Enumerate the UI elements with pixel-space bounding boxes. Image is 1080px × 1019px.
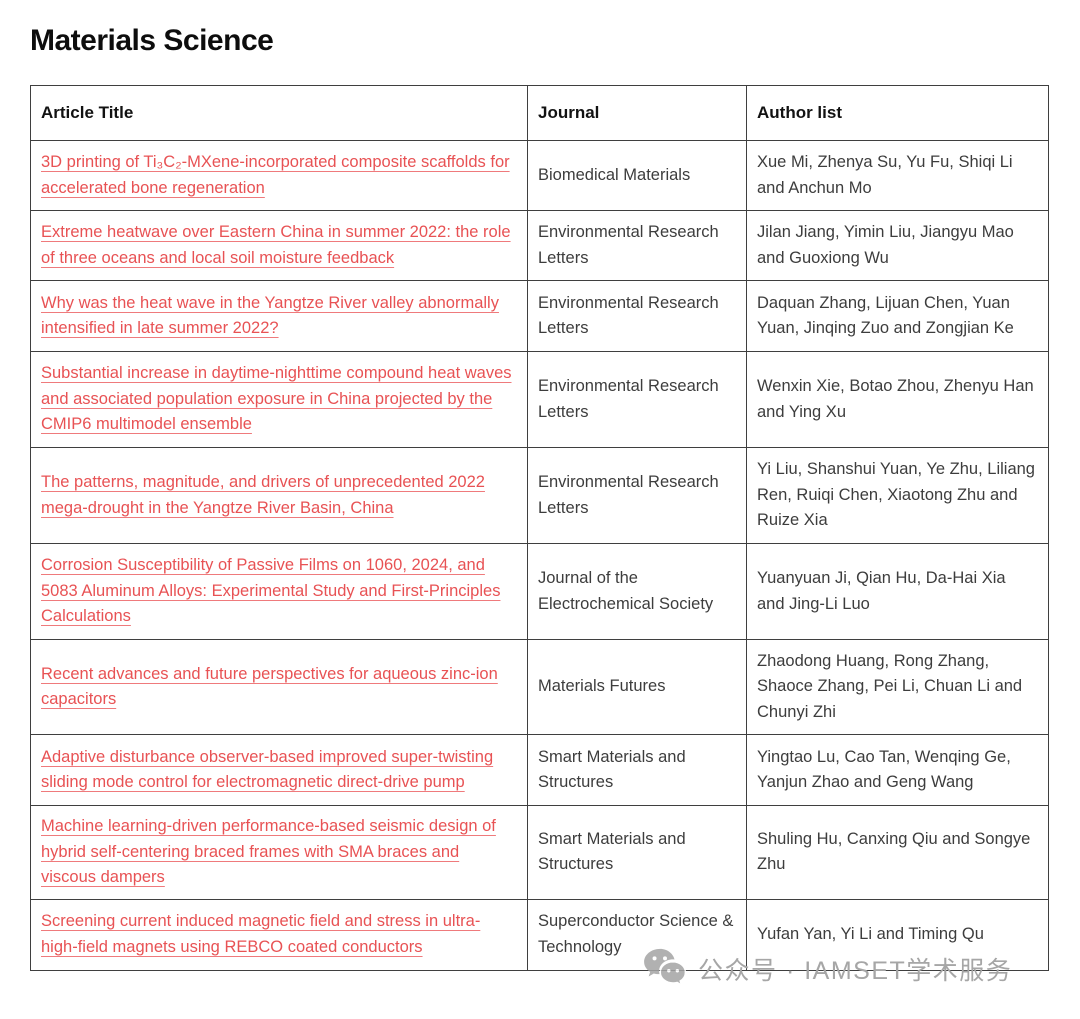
article-title-cell: Machine learning-driven performance-base… xyxy=(30,805,528,900)
article-title-cell: Corrosion Susceptibility of Passive Film… xyxy=(30,543,528,640)
table-row: 3D printing of Ti₃C₂-MXene-incorporated … xyxy=(30,140,1049,211)
journal-cell: Journal of the Electrochemical Society xyxy=(527,543,747,640)
authors-cell: Shuling Hu, Canxing Qiu and Songye Zhu xyxy=(746,805,1049,900)
article-link[interactable]: Screening current induced magnetic field… xyxy=(41,912,481,956)
authors-cell: Jilan Jiang, Yimin Liu, Jiangyu Mao and … xyxy=(746,210,1049,281)
table-row: The patterns, magnitude, and drivers of … xyxy=(30,447,1049,544)
journal-cell: Smart Materials and Structures xyxy=(527,805,747,900)
table-row: Adaptive disturbance observer-based impr… xyxy=(30,734,1049,806)
article-title-cell: Why was the heat wave in the Yangtze Riv… xyxy=(30,280,528,352)
article-title-cell: Extreme heatwave over Eastern China in s… xyxy=(30,210,528,281)
authors-cell: Yi Liu, Shanshui Yuan, Ye Zhu, Liliang R… xyxy=(746,447,1049,544)
article-link[interactable]: Corrosion Susceptibility of Passive Film… xyxy=(41,556,501,626)
authors-cell: Zhaodong Huang, Rong Zhang, Shaoce Zhang… xyxy=(746,639,1049,735)
table-row: Substantial increase in daytime-nighttim… xyxy=(30,351,1049,448)
authors-cell: Daquan Zhang, Lijuan Chen, Yuan Yuan, Ji… xyxy=(746,280,1049,352)
articles-table: Article Title Journal Author list 3D pri… xyxy=(30,85,1049,971)
authors-cell: Yingtao Lu, Cao Tan, Wenqing Ge, Yanjun … xyxy=(746,734,1049,806)
table-row: Screening current induced magnetic field… xyxy=(30,898,1049,971)
article-title-cell: The patterns, magnitude, and drivers of … xyxy=(30,447,528,544)
journal-cell: Environmental Research Letters xyxy=(527,447,747,544)
journal-cell: Biomedical Materials xyxy=(527,140,747,211)
journal-cell: Smart Materials and Structures xyxy=(527,734,747,806)
journal-cell: Superconductor Science & Technology xyxy=(527,898,747,971)
column-header-article-title: Article Title xyxy=(30,85,528,141)
article-title-cell: Substantial increase in daytime-nighttim… xyxy=(30,351,528,448)
table-header-row: Article Title Journal Author list xyxy=(30,85,1049,141)
authors-cell: Yufan Yan, Yi Li and Timing Qu xyxy=(746,898,1049,971)
article-link[interactable]: Extreme heatwave over Eastern China in s… xyxy=(41,223,511,267)
article-link[interactable]: Adaptive disturbance observer-based impr… xyxy=(41,747,494,792)
article-link[interactable]: The patterns, magnitude, and drivers of … xyxy=(41,473,485,517)
journal-cell: Environmental Research Letters xyxy=(527,351,747,448)
article-link[interactable]: Why was the heat wave in the Yangtze Riv… xyxy=(41,293,499,338)
page-title: Materials Science xyxy=(30,24,274,57)
authors-cell: Xue Mi, Zhenya Su, Yu Fu, Shiqi Li and A… xyxy=(746,140,1049,211)
journal-cell: Environmental Research Letters xyxy=(527,280,747,352)
article-link[interactable]: Substantial increase in daytime-nighttim… xyxy=(41,364,512,434)
article-title-cell: Screening current induced magnetic field… xyxy=(30,898,528,971)
table-row: Recent advances and future perspectives … xyxy=(30,639,1049,735)
article-title-cell: 3D printing of Ti₃C₂-MXene-incorporated … xyxy=(30,140,528,211)
article-title-cell: Recent advances and future perspectives … xyxy=(30,639,528,735)
article-link[interactable]: Recent advances and future perspectives … xyxy=(41,664,498,709)
authors-cell: Wenxin Xie, Botao Zhou, Zhenyu Han and Y… xyxy=(746,351,1049,448)
column-header-author-list: Author list xyxy=(746,85,1049,141)
table-row: Extreme heatwave over Eastern China in s… xyxy=(30,210,1049,281)
article-link[interactable]: Machine learning-driven performance-base… xyxy=(41,817,496,886)
article-title-cell: Adaptive disturbance observer-based impr… xyxy=(30,734,528,806)
journal-cell: Environmental Research Letters xyxy=(527,210,747,281)
journal-cell: Materials Futures xyxy=(527,639,747,735)
authors-cell: Yuanyuan Ji, Qian Hu, Da-Hai Xia and Jin… xyxy=(746,543,1049,640)
column-header-journal: Journal xyxy=(527,85,747,141)
table-row: Why was the heat wave in the Yangtze Riv… xyxy=(30,280,1049,352)
article-link[interactable]: 3D printing of Ti₃C₂-MXene-incorporated … xyxy=(41,153,510,197)
table-row: Machine learning-driven performance-base… xyxy=(30,805,1049,900)
table-row: Corrosion Susceptibility of Passive Film… xyxy=(30,543,1049,640)
